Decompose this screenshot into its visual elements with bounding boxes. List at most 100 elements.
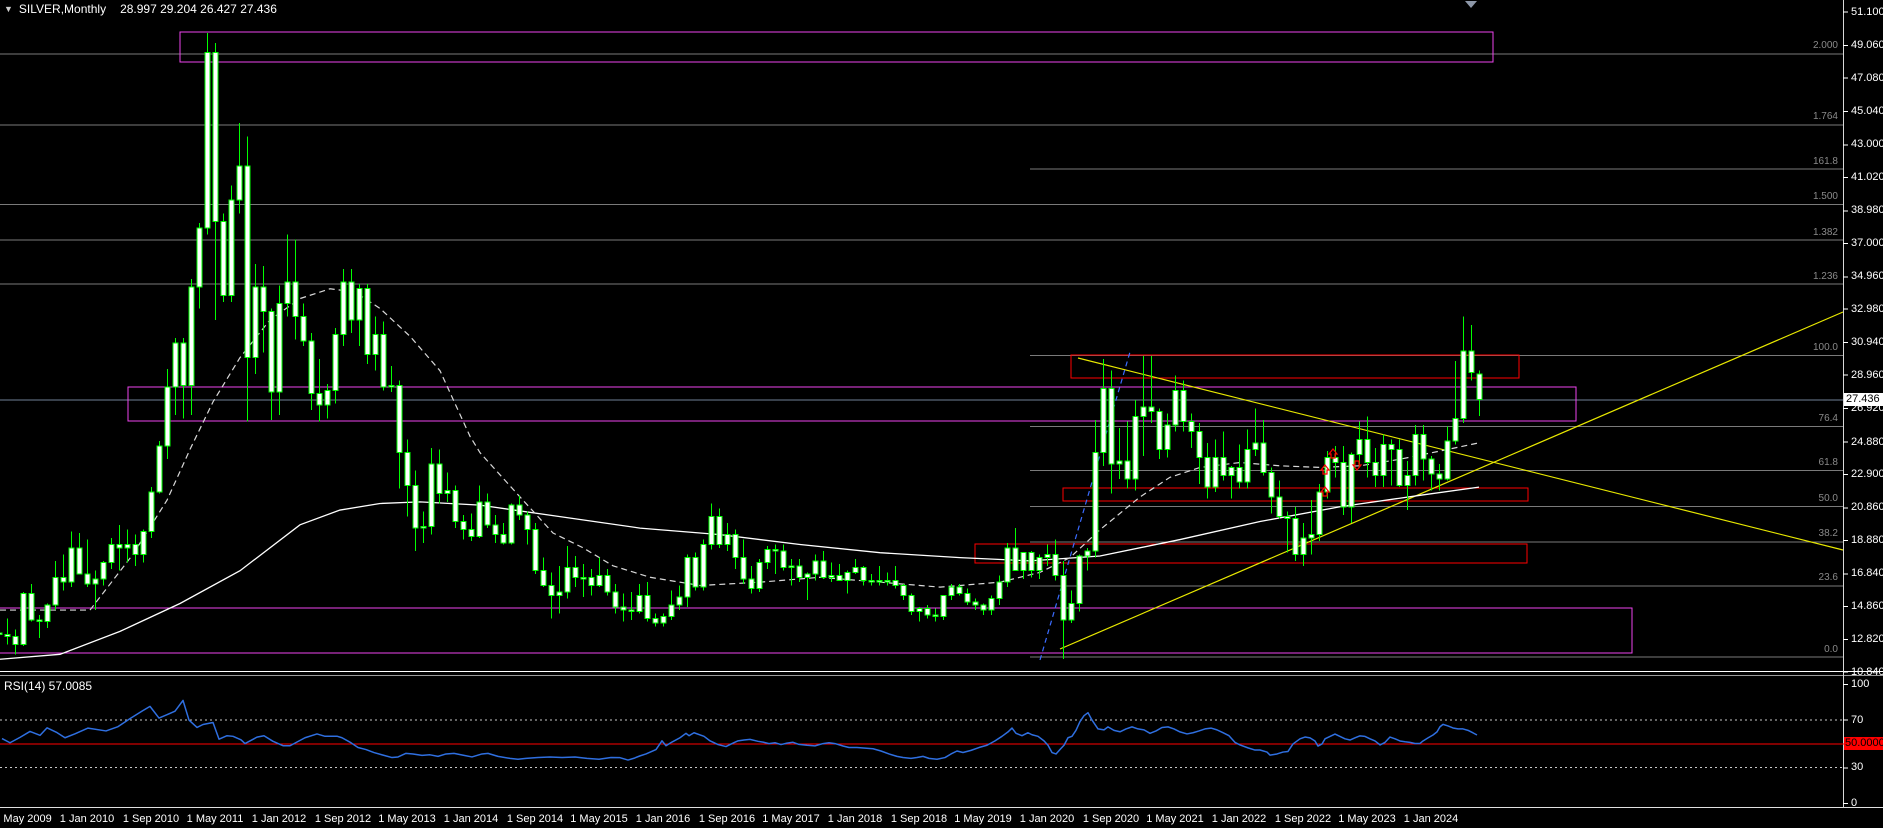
date-axis-label[interactable]: 1 Sep 2018 (890, 813, 948, 825)
date-axis-label[interactable]: 1 Jan 2014 (443, 813, 499, 825)
candle (132, 543, 139, 555)
candle (1132, 416, 1139, 480)
fib-extension-label: 1.764 (1812, 111, 1838, 123)
candle (668, 604, 675, 618)
date-axis-label[interactable]: 1 Sep 2010 (122, 813, 180, 825)
rsi-level-50-tag: 50.0000 (1844, 737, 1883, 750)
symbol-dropdown-icon[interactable]: ▼ (4, 4, 13, 14)
date-axis-label[interactable]: 1 Jan 2016 (635, 813, 691, 825)
candle (364, 288, 371, 355)
date-axis-label[interactable]: 1 Jan 2010 (59, 813, 115, 825)
date-axis-label[interactable]: 1 Jan 2022 (1211, 813, 1267, 825)
candle (316, 393, 323, 406)
candle (356, 288, 363, 321)
date-axis-label[interactable]: 1 May 2013 (378, 813, 436, 825)
date-axis-label[interactable]: 1 Jan 2012 (251, 813, 307, 825)
trade-arrow-down-icon[interactable] (1351, 460, 1363, 471)
candle (1060, 575, 1067, 621)
candle (340, 281, 347, 336)
candle (980, 604, 987, 611)
candle (700, 543, 707, 588)
candle (1476, 373, 1483, 401)
candle (60, 576, 67, 583)
candle (836, 575, 843, 582)
candle (1148, 406, 1155, 413)
candle (1452, 417, 1459, 442)
candle (916, 607, 923, 613)
candle (540, 570, 547, 586)
red-zone-rectangle[interactable] (1070, 354, 1520, 379)
yellow-trendline-0[interactable] (1059, 311, 1844, 650)
candle (1100, 388, 1107, 454)
trade-arrow-up-icon[interactable] (1319, 486, 1331, 497)
candle (1396, 448, 1403, 486)
candle (372, 334, 379, 355)
red-zone-rectangle[interactable] (974, 543, 1528, 564)
candle (452, 489, 459, 523)
price-axis-label: 22.900 (1851, 467, 1883, 480)
price-axis-label: 12.820 (1851, 633, 1883, 646)
fib-extension-label: 1.382 (1812, 226, 1838, 238)
candle (1412, 434, 1419, 477)
date-axis-label[interactable]: 1 Sep 2022 (1274, 813, 1332, 825)
magenta-zone-rectangle[interactable] (179, 31, 1494, 63)
magenta-zone-rectangle[interactable] (0, 607, 1633, 654)
candle (1172, 389, 1179, 426)
candle (780, 550, 787, 568)
candle (748, 578, 755, 590)
candle (460, 521, 467, 531)
magenta-zone-rectangle[interactable] (127, 386, 1577, 422)
candle (564, 566, 571, 593)
candle (924, 607, 931, 616)
date-axis-label[interactable]: 1 Sep 2020 (1082, 813, 1140, 825)
date-axis-label[interactable]: 1 May 2015 (570, 813, 628, 825)
date-axis-label[interactable]: 1 May 2019 (954, 813, 1012, 825)
chart-ohlc-values: 28.997 29.204 26.427 27.436 (120, 2, 277, 16)
candle (1212, 457, 1219, 488)
candle (1356, 439, 1363, 455)
candle (484, 501, 491, 526)
candle (428, 463, 435, 527)
candle (252, 286, 259, 359)
date-axis-label[interactable]: 1 Jan 2018 (827, 813, 883, 825)
date-axis-label[interactable]: 1 Jan 2024 (1403, 813, 1459, 825)
candle (468, 529, 475, 537)
candle (964, 593, 971, 603)
candle (828, 575, 835, 578)
candle (636, 594, 643, 613)
candle (100, 562, 107, 580)
date-axis-label[interactable]: 1 May 2021 (1146, 813, 1204, 825)
candle (108, 543, 115, 564)
candle (236, 165, 243, 201)
date-axis-label[interactable]: 1 May 2009 (0, 813, 52, 825)
candle (820, 560, 827, 578)
trade-arrow-up-icon[interactable] (1327, 448, 1339, 459)
yellow-trendline-1[interactable] (1077, 357, 1844, 551)
chart-shift-marker-icon[interactable] (1465, 1, 1477, 8)
candle (732, 534, 739, 559)
date-axis-label[interactable]: 1 Sep 2014 (506, 813, 564, 825)
candle (228, 199, 235, 296)
candle (932, 614, 939, 618)
date-axis-label[interactable]: 1 Jan 2020 (1019, 813, 1075, 825)
candles-group (0, 33, 1483, 660)
date-axis-label[interactable]: 1 May 2011 (186, 813, 244, 825)
candle (596, 575, 603, 586)
candle (1444, 440, 1451, 480)
date-axis-label[interactable]: 1 May 2023 (1338, 813, 1396, 825)
date-axis-label[interactable]: 1 Sep 2012 (314, 813, 372, 825)
candle (1068, 603, 1075, 621)
trade-arrow-up-icon[interactable] (1319, 464, 1331, 475)
red-zone-rectangle[interactable] (1062, 487, 1529, 502)
candle (444, 489, 451, 495)
date-axis-label[interactable]: 1 Sep 2016 (698, 813, 756, 825)
candle (1028, 552, 1035, 572)
candle (1276, 496, 1283, 518)
candle (260, 286, 267, 313)
fib-retracement-label: 61.8 (1818, 457, 1838, 469)
candle (1380, 443, 1387, 477)
rsi-axis-label: 70 (1851, 713, 1864, 726)
fib-retracement-label: 161.8 (1812, 155, 1838, 167)
date-axis-label[interactable]: 1 May 2017 (762, 813, 820, 825)
